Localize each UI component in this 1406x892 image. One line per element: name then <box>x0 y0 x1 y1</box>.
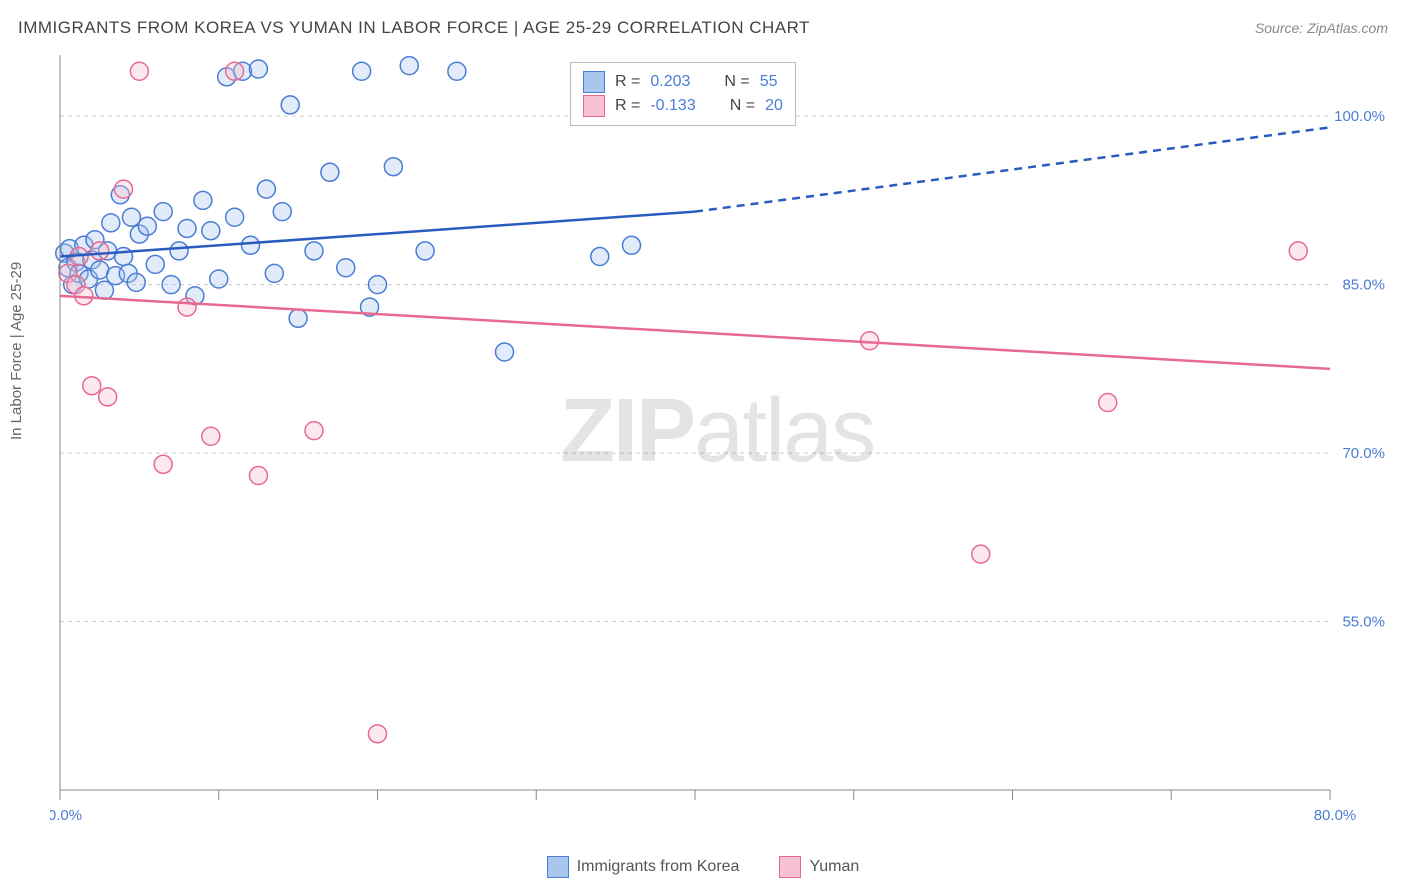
n-label: N = <box>724 73 749 91</box>
legend-row: R = 0.203 N = 55 <box>583 71 783 93</box>
r-label: R = <box>615 73 640 91</box>
title-bar: IMMIGRANTS FROM KOREA VS YUMAN IN LABOR … <box>18 18 1388 38</box>
legend-swatch <box>583 95 605 117</box>
data-point <box>591 248 609 266</box>
source-label: Source: ZipAtlas.com <box>1255 20 1388 36</box>
legend-item-yuman: Yuman <box>779 856 859 878</box>
data-point <box>138 217 156 235</box>
data-point <box>178 219 196 237</box>
data-point <box>337 259 355 277</box>
r-label: R = <box>615 97 640 115</box>
data-point <box>226 62 244 80</box>
data-point <box>242 236 260 254</box>
data-point <box>353 62 371 80</box>
data-point <box>416 242 434 260</box>
svg-text:0.0%: 0.0% <box>50 807 82 824</box>
data-point <box>972 545 990 563</box>
watermark: ZIPatlas <box>560 380 874 483</box>
data-point <box>249 60 267 78</box>
data-point <box>91 242 109 260</box>
legend-label-korea: Immigrants from Korea <box>577 858 740 876</box>
data-point <box>102 214 120 232</box>
data-point <box>115 180 133 198</box>
data-point <box>289 309 307 327</box>
data-point <box>249 467 267 485</box>
r-value: -0.133 <box>650 97 695 115</box>
svg-text:55.0%: 55.0% <box>1342 614 1385 631</box>
series-legend: Immigrants from Korea Yuman <box>0 856 1406 878</box>
y-axis-label: In Labor Force | Age 25-29 <box>8 262 25 440</box>
data-point <box>146 255 164 273</box>
svg-text:80.0%: 80.0% <box>1314 807 1357 824</box>
legend-swatch-korea <box>547 856 569 878</box>
data-point <box>496 343 514 361</box>
watermark-bold: ZIP <box>560 381 694 481</box>
data-point <box>369 725 387 743</box>
data-point <box>448 62 466 80</box>
data-point <box>130 62 148 80</box>
data-point <box>305 242 323 260</box>
data-point <box>273 203 291 221</box>
watermark-light: atlas <box>694 381 874 481</box>
data-point <box>226 208 244 226</box>
data-point <box>369 276 387 294</box>
data-point <box>162 276 180 294</box>
svg-text:85.0%: 85.0% <box>1342 277 1385 294</box>
data-point <box>154 203 172 221</box>
correlation-legend: R = 0.203 N = 55 R = -0.133 N = 20 <box>570 62 796 126</box>
data-point <box>194 191 212 209</box>
data-point <box>400 57 418 75</box>
legend-swatch-yuman <box>779 856 801 878</box>
data-point <box>154 455 172 473</box>
data-point <box>1099 394 1117 412</box>
chart-title: IMMIGRANTS FROM KOREA VS YUMAN IN LABOR … <box>18 18 810 38</box>
data-point <box>384 158 402 176</box>
legend-item-korea: Immigrants from Korea <box>547 856 740 878</box>
data-point <box>202 427 220 445</box>
data-point <box>202 222 220 240</box>
data-point <box>122 208 140 226</box>
data-point <box>178 298 196 316</box>
n-value: 20 <box>765 97 783 115</box>
n-label: N = <box>730 97 755 115</box>
data-point <box>623 236 641 254</box>
data-point <box>1289 242 1307 260</box>
data-point <box>861 332 879 350</box>
data-point <box>210 270 228 288</box>
data-point <box>83 377 101 395</box>
svg-text:70.0%: 70.0% <box>1342 445 1385 462</box>
legend-label-yuman: Yuman <box>809 858 859 876</box>
data-point <box>265 264 283 282</box>
r-value: 0.203 <box>650 73 690 91</box>
data-point <box>257 180 275 198</box>
trend-line <box>60 296 1330 369</box>
data-point <box>170 242 188 260</box>
legend-row: R = -0.133 N = 20 <box>583 95 783 117</box>
data-point <box>99 388 117 406</box>
trend-line-extrapolated <box>695 127 1330 211</box>
chart-container: IMMIGRANTS FROM KOREA VS YUMAN IN LABOR … <box>0 0 1406 892</box>
data-point <box>127 273 145 291</box>
data-point <box>321 163 339 181</box>
svg-text:100.0%: 100.0% <box>1334 108 1385 125</box>
data-point <box>305 422 323 440</box>
data-point <box>115 248 133 266</box>
legend-swatch <box>583 71 605 93</box>
n-value: 55 <box>760 73 778 91</box>
data-point <box>281 96 299 114</box>
